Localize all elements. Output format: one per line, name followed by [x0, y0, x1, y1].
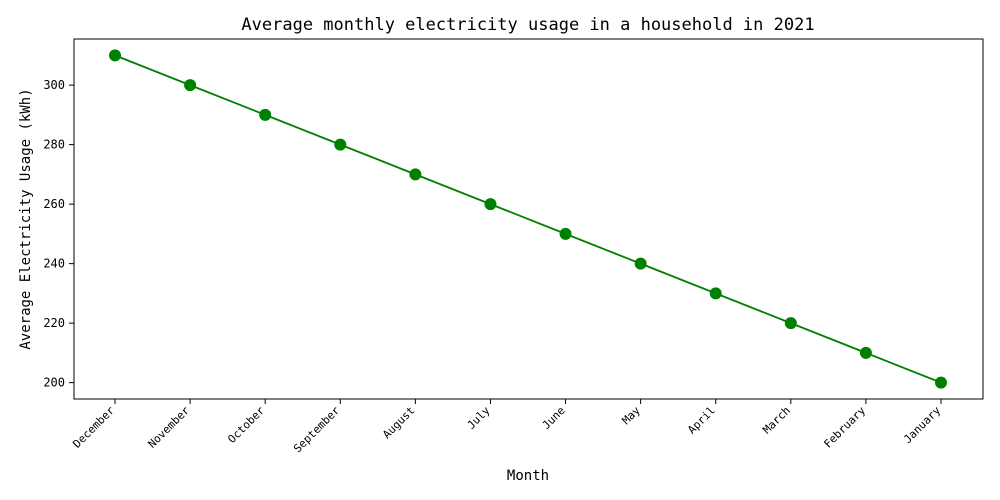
chart-title: Average monthly electricity usage in a h… — [241, 15, 814, 35]
data-point — [559, 227, 572, 240]
x-tick-label: November — [146, 404, 193, 451]
y-tick-label: 280 — [43, 138, 65, 152]
data-point — [784, 317, 797, 330]
x-tick-label: March — [760, 404, 793, 437]
y-tick-label: 300 — [43, 78, 65, 92]
x-tick-label: April — [685, 404, 718, 437]
y-tick-label: 240 — [43, 257, 65, 271]
x-tick-label: September — [291, 404, 343, 456]
x-tick-label: August — [380, 404, 417, 441]
data-point — [109, 49, 121, 62]
x-axis: December November October September August Ju… — [70, 399, 943, 455]
x-tick-label: February — [821, 404, 868, 451]
y-tick-label: 220 — [43, 316, 65, 330]
data-point — [634, 257, 647, 270]
series-line — [114, 54, 942, 384]
data-point — [709, 287, 722, 300]
x-tick-label: January — [901, 404, 943, 446]
data-point — [184, 79, 197, 92]
data-point — [334, 138, 347, 151]
data-point — [935, 376, 947, 389]
y-axis: 200 220 240 260 280 300 — [43, 78, 74, 390]
x-axis-label: Month — [507, 468, 549, 484]
x-tick-label: July — [465, 404, 493, 432]
x-tick-label: June — [540, 404, 568, 432]
data-point — [409, 168, 422, 181]
x-tick-label: May — [620, 404, 644, 428]
data-point — [484, 198, 497, 211]
y-axis-label: Average Electricity Usage (kWh) — [18, 88, 34, 349]
data-point — [259, 108, 272, 121]
x-tick-label: December — [70, 404, 117, 451]
x-tick-label: October — [225, 404, 267, 446]
plot-area — [73, 38, 984, 400]
series-line-group — [109, 49, 947, 389]
data-point — [859, 346, 872, 359]
y-tick-label: 200 — [43, 376, 65, 390]
y-tick-label: 260 — [43, 197, 65, 211]
